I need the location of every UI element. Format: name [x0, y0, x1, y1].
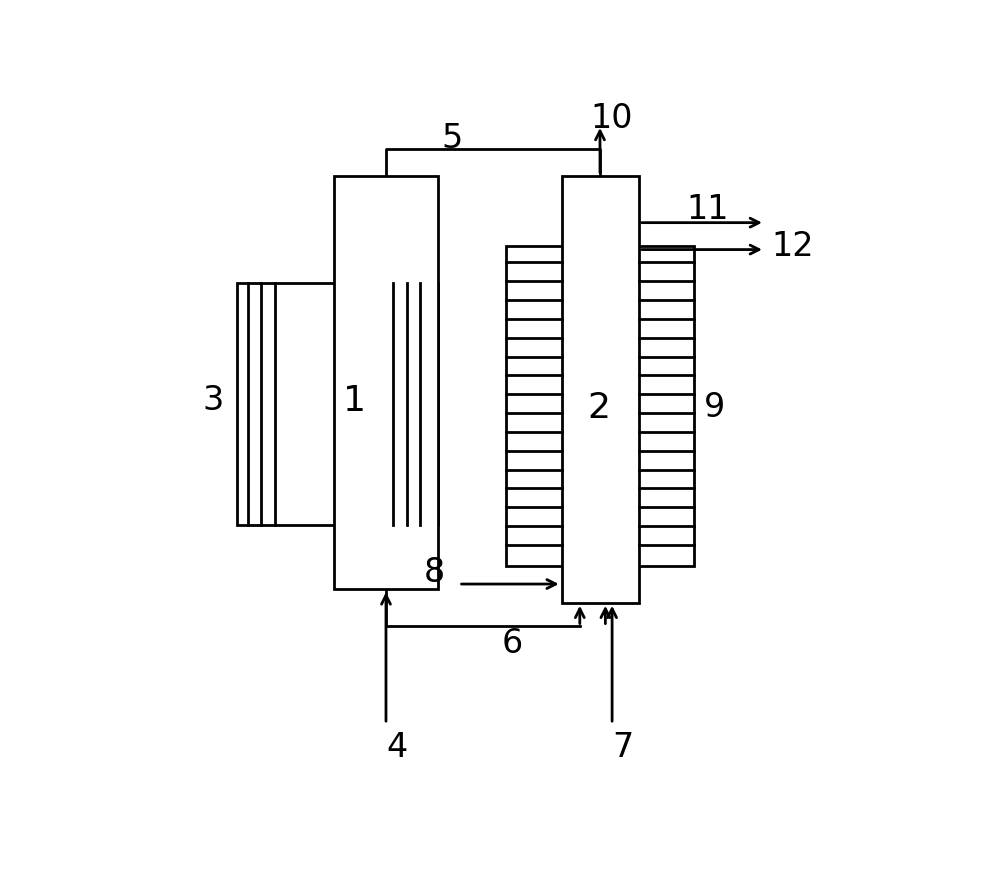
Bar: [237, 283, 438, 525]
Text: 10: 10: [591, 102, 633, 135]
Text: 8: 8: [424, 556, 445, 589]
Text: 6: 6: [502, 627, 523, 660]
Text: 9: 9: [704, 392, 725, 424]
Bar: [562, 176, 639, 603]
Text: 4: 4: [386, 731, 407, 764]
Text: 11: 11: [686, 192, 729, 225]
Bar: [334, 176, 438, 589]
Bar: [506, 246, 694, 565]
Text: 2: 2: [587, 391, 610, 425]
Text: 7: 7: [612, 731, 633, 764]
Text: 12: 12: [772, 230, 814, 263]
Text: 1: 1: [343, 384, 366, 418]
Text: 3: 3: [202, 385, 224, 418]
Text: 5: 5: [441, 122, 463, 155]
